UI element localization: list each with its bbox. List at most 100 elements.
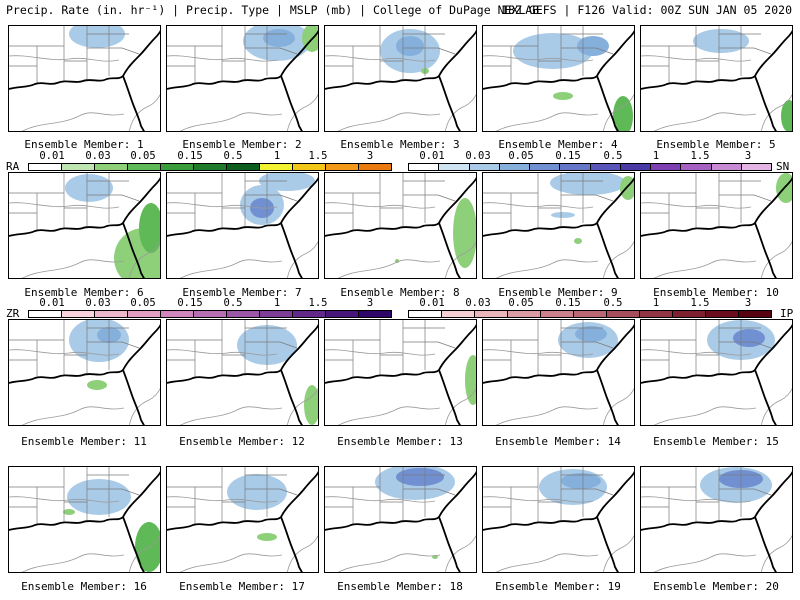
isobar <box>287 94 318 131</box>
state-border <box>595 341 614 349</box>
precip-area <box>65 174 113 202</box>
coastline <box>483 368 619 425</box>
isobar <box>654 259 757 278</box>
legend-tick-sn: 0.15 <box>555 150 581 162</box>
ensemble-member-label: Ensemble Member: 6 <box>24 286 144 299</box>
legend-bar-sn <box>408 163 772 171</box>
isobar <box>167 202 278 209</box>
legend-tick-ra: 1 <box>273 150 281 162</box>
isobar <box>445 388 476 425</box>
legend-swatch-zr <box>95 311 128 317</box>
ensemble-panel <box>482 25 635 132</box>
isobar <box>496 112 599 131</box>
legend-swatch-ip <box>475 311 508 317</box>
coastline <box>325 221 461 278</box>
coastline <box>9 368 145 425</box>
isobar <box>325 496 436 503</box>
coastline <box>754 324 792 371</box>
isobar <box>338 553 441 572</box>
isobar <box>445 535 476 572</box>
isobar <box>641 202 752 209</box>
isobar <box>338 406 441 425</box>
precip-area <box>465 355 476 405</box>
coastline <box>167 368 303 425</box>
isobar <box>22 259 125 278</box>
isobar <box>167 496 278 503</box>
panel-map <box>483 173 634 278</box>
legend-code-sn: SN <box>776 160 790 173</box>
panel-map <box>167 26 318 131</box>
precip-area <box>781 100 792 131</box>
legend-swatch-sn <box>651 164 682 170</box>
ensemble-member-label: Ensemble Member: 10 <box>653 286 779 299</box>
isobar <box>496 553 599 572</box>
state-border <box>121 194 140 202</box>
isobar <box>22 553 125 572</box>
ensemble-member-label: Ensemble Member: 12 <box>179 435 305 448</box>
legend-swatch-sn <box>620 164 651 170</box>
legend-tick-sn: 1.5 <box>690 150 710 162</box>
coastline <box>438 177 476 224</box>
legend-tick-ra: 0.03 <box>85 150 111 162</box>
ensemble-member-label: Ensemble Member: 1 <box>24 138 144 151</box>
isobar <box>129 535 160 572</box>
legend-swatch-ip <box>739 311 771 317</box>
coastline <box>280 324 318 371</box>
legend-tick-sn: 3 <box>744 150 752 162</box>
precip-area <box>63 509 75 515</box>
state-border <box>121 488 140 496</box>
legend-swatch-ip <box>508 311 541 317</box>
state-border <box>595 488 614 496</box>
ensemble-panel <box>8 319 161 426</box>
isobar <box>287 241 318 278</box>
legend-tick-ip: 0.01 <box>419 297 445 309</box>
isobar <box>654 406 757 425</box>
isobar <box>180 406 283 425</box>
panel-map <box>483 320 634 425</box>
isobar <box>603 94 634 131</box>
legend-tick-ra: 0.5 <box>223 150 243 162</box>
panel-map <box>641 173 792 278</box>
legend-swatch-zr <box>161 311 194 317</box>
ensemble-member-label: Ensemble Member: 15 <box>653 435 779 448</box>
ensemble-member-label: Ensemble Member: 5 <box>656 138 776 151</box>
coastline <box>438 30 476 77</box>
ensemble-panel <box>324 466 477 573</box>
legend-swatch-zr <box>260 311 293 317</box>
ensemble-member-label: Ensemble Member: 9 <box>498 286 618 299</box>
precip-area <box>263 29 295 47</box>
legend-swatch-ra <box>227 164 260 170</box>
legend-tick-zr: 0.01 <box>39 297 65 309</box>
panel-map <box>641 320 792 425</box>
legend-tick-ip: 0.05 <box>508 297 534 309</box>
legend-tick-ra: 0.15 <box>177 150 203 162</box>
panel-map <box>9 320 160 425</box>
legend-swatch-zr <box>194 311 227 317</box>
ensemble-panel <box>640 466 793 573</box>
ensemble-panel <box>8 172 161 279</box>
ensemble-member-label: Ensemble Member: 2 <box>182 138 302 151</box>
legend-tick-sn: 0.05 <box>508 150 534 162</box>
coastline <box>483 221 619 278</box>
isobar <box>483 202 594 209</box>
isobar <box>287 535 318 572</box>
coastline <box>641 515 777 572</box>
precip-area <box>67 479 131 515</box>
state-border <box>595 47 614 55</box>
coastline <box>9 515 145 572</box>
ensemble-panel <box>482 319 635 426</box>
isobar <box>496 406 599 425</box>
legend-swatch-zr <box>359 311 391 317</box>
state-border <box>121 341 140 349</box>
legend-ticks-sn: 0.01 0.03 0.05 0.15 0.5 1 1.5 3 <box>0 150 800 162</box>
panel-map <box>9 467 160 572</box>
isobar <box>761 535 792 572</box>
ensemble-member-label: Ensemble Member: 14 <box>495 435 621 448</box>
ensemble-member-label: Ensemble Member: 18 <box>337 580 463 593</box>
legend-tick-ip: 0.03 <box>465 297 491 309</box>
legend-tick-sn: 0.03 <box>465 150 491 162</box>
legend-swatch-sn <box>590 164 621 170</box>
precip-area <box>139 203 160 253</box>
legend-tick-ra: 0.05 <box>130 150 156 162</box>
legend-tick-sn: 0.01 <box>419 150 445 162</box>
